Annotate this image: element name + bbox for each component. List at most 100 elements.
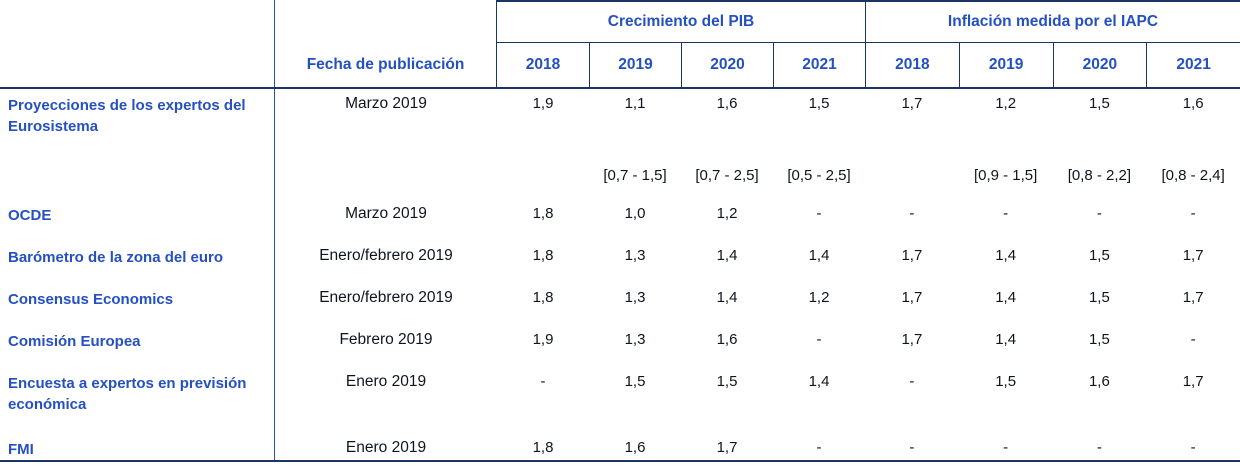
value-cell: 1,8 [532, 205, 554, 222]
publication-date [275, 161, 497, 199]
table-row: OCDE Marzo 2019 1,8 1,0 1,2 - - - - - [0, 199, 1240, 241]
value-cell: 1,2 [716, 205, 738, 222]
value-cell: - [1003, 205, 1009, 222]
value-cell: 1,6 [624, 439, 646, 456]
value-cell: - [540, 373, 546, 390]
value-cell: 1,8 [532, 439, 554, 456]
value-cell: - [816, 205, 822, 222]
value-cell: 1,5 [1088, 95, 1110, 112]
year-header-pib-2020: 2020 [681, 43, 773, 87]
value-cell: 1,5 [1088, 289, 1110, 306]
group-header-iapc: Inflación medida por el IAPC [865, 0, 1240, 43]
value-cell: 1,9 [532, 95, 554, 112]
year-header-pib-2019: 2019 [589, 43, 681, 87]
publication-date: Enero 2019 [345, 373, 427, 390]
value-cell: - [909, 439, 915, 456]
row-label: Comisión Europea [0, 325, 275, 367]
year-header-iapc-2021: 2021 [1146, 43, 1240, 87]
year-header-iapc-2020: 2020 [1052, 43, 1147, 87]
value-cell: - [1190, 205, 1196, 222]
value-cell: - [909, 205, 915, 222]
value-cell: 1,7 [1182, 289, 1204, 306]
table-body: Proyecciones de los expertos del Eurosis… [0, 89, 1240, 460]
value-cell: - [816, 331, 822, 348]
value-cell: 1,1 [624, 95, 646, 112]
value-cell: 1,3 [624, 289, 646, 306]
table-row: Comisión Europea Febrero 2019 1,9 1,3 1,6 -… [0, 325, 1240, 367]
value-cell: - [1096, 205, 1102, 222]
value-cell: 1,4 [808, 247, 830, 264]
row-label: OCDE [0, 199, 275, 241]
value-cell: - [1190, 331, 1196, 348]
row-label-text: Proyecciones de los expertos del Eurosis… [8, 97, 246, 135]
group-header-pib: Crecimiento del PIB [497, 0, 865, 43]
publication-date: Enero/febrero 2019 [319, 289, 453, 306]
value-cell: [0,8 - 2,2] [1067, 167, 1132, 184]
publication-date: Enero/febrero 2019 [319, 247, 453, 264]
table-row: Encuesta a expertos en previsión económi… [0, 367, 1240, 433]
value-cell: 1,7 [1182, 247, 1204, 264]
table-row: Proyecciones de los expertos del Eurosis… [0, 89, 1240, 161]
publication-date: Marzo 2019 [345, 205, 427, 222]
value-cell: 1,7 [901, 95, 923, 112]
value-cell: 1,2 [995, 95, 1017, 112]
value-cell: 1,5 [1088, 331, 1110, 348]
row-label: Consensus Economics [0, 283, 275, 325]
value-cell: 1,4 [995, 247, 1017, 264]
table-header: Fecha de publicación Crecimiento del PIB… [0, 0, 1240, 89]
publication-date: Febrero 2019 [339, 331, 433, 348]
row-label [0, 161, 275, 199]
row-label-text: Comisión Europea [8, 333, 141, 350]
row-label-text: Encuesta a expertos en previsión económi… [8, 375, 247, 413]
publication-date: Marzo 2019 [345, 95, 427, 112]
year-header-iapc-2019: 2019 [958, 43, 1053, 87]
value-cell: 1,4 [808, 373, 830, 390]
publication-date: Enero 2019 [345, 439, 427, 456]
value-cell: 1,5 [995, 373, 1017, 390]
fecha-column-header: Fecha de publicación [275, 0, 497, 87]
corner-spacer [0, 0, 275, 87]
table-row: Consensus Economics Enero/febrero 2019 1… [0, 283, 1240, 325]
row-label-text: FMI [8, 441, 34, 458]
value-cell: - [909, 373, 915, 390]
value-cell [497, 161, 589, 199]
value-cell: 1,3 [624, 331, 646, 348]
value-cell: 1,2 [808, 289, 830, 306]
value-cell: 1,7 [901, 331, 923, 348]
value-cell: 1,7 [716, 439, 738, 456]
row-label: FMI [0, 433, 275, 460]
value-cell: 1,5 [624, 373, 646, 390]
row-label-text: OCDE [8, 207, 52, 224]
year-header-iapc-2018: 2018 [865, 43, 959, 87]
value-cell: 1,6 [716, 331, 738, 348]
table-row: Barómetro de la zona del euro Enero/febr… [0, 241, 1240, 283]
value-cell: 1,5 [716, 373, 738, 390]
value-cell: 1,4 [716, 289, 738, 306]
value-cell: 1,6 [716, 95, 738, 112]
table-row: FMI Enero 2019 1,8 1,6 1,7 - - - - - [0, 433, 1240, 460]
row-label: Barómetro de la zona del euro [0, 241, 275, 283]
value-cell: 1,8 [532, 247, 554, 264]
value-cell: 1,6 [1182, 95, 1204, 112]
value-cell: 1,0 [624, 205, 646, 222]
value-cell: - [1190, 439, 1196, 456]
value-cell: [0,7 - 2,5] [695, 167, 759, 184]
year-header-pib-2021: 2021 [773, 43, 865, 87]
value-cell: 1,6 [1088, 373, 1110, 390]
year-header-pib-2018: 2018 [525, 56, 561, 73]
value-cell: [0,7 - 1,5] [603, 167, 667, 184]
value-cell: [0,8 - 2,4] [1161, 167, 1225, 184]
value-cell: 1,7 [1182, 373, 1204, 390]
table-row: [0,7 - 1,5] [0,7 - 2,5] [0,5 - 2,5] [0,9 - … [0, 161, 1240, 199]
row-label-text: Consensus Economics [8, 291, 174, 308]
row-label: Encuesta a expertos en previsión económi… [0, 367, 275, 433]
value-cell: - [1096, 439, 1102, 456]
value-cell: 1,9 [532, 331, 554, 348]
value-cell: 1,8 [532, 289, 554, 306]
value-cell: 1,7 [901, 247, 923, 264]
value-cell: - [816, 439, 822, 456]
value-cell: 1,4 [995, 289, 1017, 306]
row-label-text: Barómetro de la zona del euro [8, 249, 224, 266]
value-cell: 1,4 [716, 247, 738, 264]
value-cell [865, 161, 959, 199]
